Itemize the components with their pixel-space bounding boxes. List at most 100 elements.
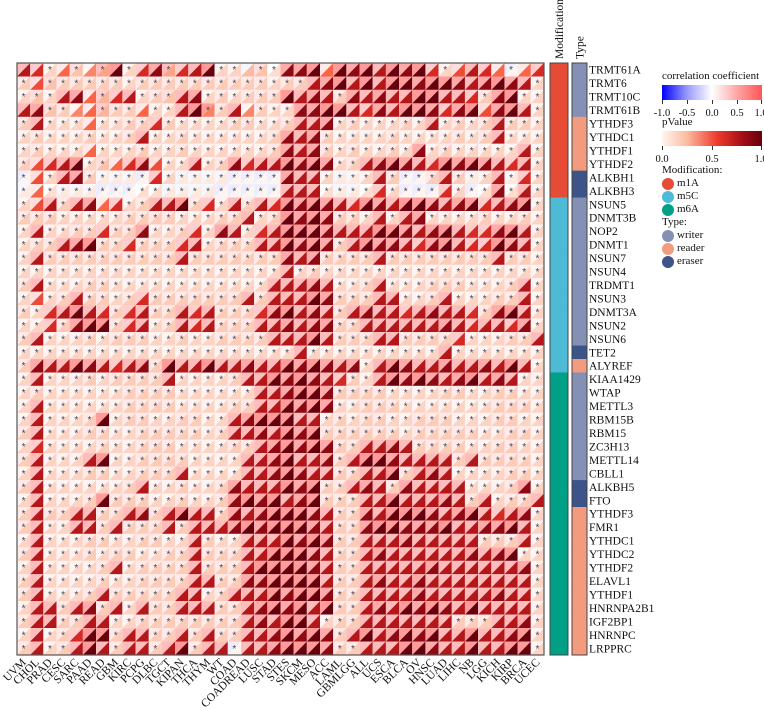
nonsignificant-star-icon: *: [167, 119, 171, 130]
heatmap-cell: *: [530, 197, 544, 211]
nonsignificant-star-icon: *: [509, 186, 513, 197]
correlation-triangle: [148, 116, 162, 131]
heatmap-cell: [122, 237, 136, 252]
heatmap-cell: *: [175, 399, 189, 413]
nonsignificant-star-icon: *: [456, 213, 460, 224]
pvalue-triangle: [30, 170, 44, 185]
nonsignificant-star-icon: *: [509, 334, 513, 345]
pvalue-triangle: [254, 116, 268, 131]
correlation-triangle: [267, 291, 281, 306]
nonsignificant-star-icon: *: [522, 213, 526, 224]
heatmap-cell: [109, 197, 123, 211]
correlation-triangle: [464, 197, 479, 211]
pvalue-triangle: [385, 237, 400, 252]
heatmap-cell: *: [148, 264, 162, 279]
heatmap-cell: [175, 466, 189, 481]
heatmap-cell: [478, 224, 492, 238]
correlation-triangle: [30, 345, 44, 359]
heatmap-cell: [478, 197, 492, 211]
pvalue-triangle: [438, 184, 452, 198]
heatmap-cell: *: [69, 332, 83, 346]
correlation-triangle: [425, 332, 439, 346]
correlation-triangle: [399, 318, 413, 333]
nonsignificant-star-icon: *: [364, 173, 368, 184]
heatmap-cell: [267, 426, 281, 440]
nonsignificant-star-icon: *: [232, 79, 236, 90]
nonsignificant-star-icon: *: [351, 254, 355, 265]
heatmap-cell: [372, 305, 386, 319]
nonsignificant-star-icon: *: [535, 469, 539, 480]
correlation-triangle: [346, 359, 360, 373]
nonsignificant-star-icon: *: [272, 254, 276, 265]
nonsignificant-star-icon: *: [180, 281, 184, 292]
heatmap-cell: [478, 359, 492, 373]
heatmap-cell: *: [17, 224, 31, 238]
heatmap-cell: [254, 507, 268, 521]
heatmap-cell: [372, 520, 386, 534]
heatmap-cell: *: [82, 493, 97, 507]
heatmap-cell: [372, 466, 386, 481]
heatmap-cell: [306, 76, 321, 90]
correlation-triangle: [240, 224, 255, 238]
correlation-triangle: [530, 291, 544, 306]
heatmap-cell: [306, 520, 321, 534]
pvalue-triangle: [161, 116, 176, 131]
nonsignificant-star-icon: *: [364, 186, 368, 197]
pvalue-triangle: [372, 116, 386, 131]
heatmap-cell: *: [69, 466, 83, 481]
pvalue-triangle: [478, 291, 492, 306]
correlation-triangle: [148, 318, 162, 333]
heatmap-cell: [267, 237, 281, 252]
nonsignificant-star-icon: *: [246, 307, 250, 318]
correlation-triangle: [320, 89, 334, 104]
pvalue-triangle: [175, 103, 189, 117]
pvalue-triangle: [412, 157, 426, 171]
heatmap-cell: *: [122, 170, 136, 185]
correlation-triangle: [30, 251, 44, 265]
pvalue-triangle: [122, 211, 136, 225]
nonsignificant-star-icon: *: [127, 254, 131, 265]
heatmap-cell: [161, 507, 176, 521]
nonsignificant-star-icon: *: [246, 186, 250, 197]
nonsignificant-star-icon: *: [35, 307, 39, 318]
heatmap-cell: [491, 237, 505, 252]
heatmap-cell: *: [214, 157, 228, 171]
pvalue-triangle: [491, 251, 505, 265]
heatmap-cell: *: [17, 170, 31, 185]
heatmap-cell: *: [346, 291, 360, 306]
heatmap-cell: *: [96, 211, 110, 225]
pvalue-triangle: [240, 332, 255, 346]
heatmap-cell: *: [227, 332, 241, 346]
pvalue-triangle: [30, 345, 44, 359]
heatmap-cell: [517, 197, 531, 211]
nonsignificant-star-icon: *: [22, 415, 26, 426]
nonsignificant-star-icon: *: [140, 213, 144, 224]
nonsignificant-star-icon: *: [22, 455, 26, 466]
heatmap-cell: [399, 372, 413, 386]
pvalue-triangle: [240, 318, 255, 333]
heatmap-cell: *: [135, 184, 149, 198]
correlation-triangle: [385, 157, 400, 171]
correlation-triangle: [306, 143, 321, 158]
heatmap-cell: *: [135, 251, 149, 265]
nonsignificant-star-icon: *: [456, 267, 460, 278]
heatmap-cell: *: [346, 251, 360, 265]
heatmap-cell: [306, 278, 321, 292]
pvalue-triangle: [478, 224, 492, 238]
heatmap-cell: [254, 493, 268, 507]
nonsignificant-star-icon: *: [298, 267, 302, 278]
pvalue-triangle: [412, 359, 426, 373]
pvalue-triangle: [438, 224, 452, 238]
pvalue-triangle: [69, 130, 83, 144]
nonsignificant-star-icon: *: [74, 79, 78, 90]
pvalue-triangle: [346, 332, 360, 346]
heatmap-cell: *: [188, 332, 202, 346]
nonsignificant-star-icon: *: [74, 186, 78, 197]
nonsignificant-star-icon: *: [404, 133, 408, 144]
heatmap-cell: [306, 480, 321, 494]
pvalue-triangle: [478, 170, 492, 185]
nonsignificant-star-icon: *: [153, 227, 157, 238]
nonsignificant-star-icon: *: [338, 388, 342, 399]
heatmap-cell: [333, 197, 347, 211]
heatmap-cell: [306, 359, 321, 373]
